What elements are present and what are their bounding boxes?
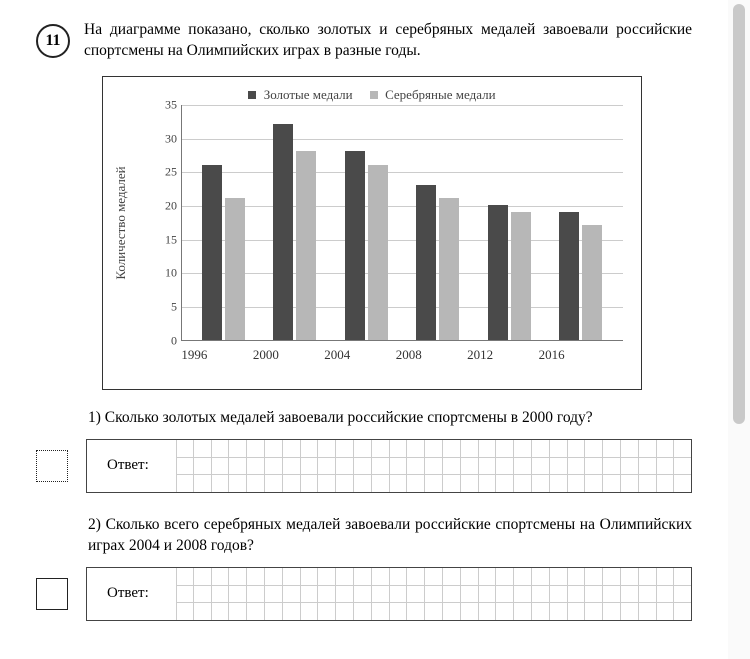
answer-row-1: Ответ:: [36, 439, 692, 493]
bar-group: [265, 124, 325, 340]
bar-gold: [416, 185, 436, 340]
question-2: 2) Сколько всего серебряных медалей заво…: [88, 515, 692, 557]
ytick-label: 10: [153, 266, 177, 281]
bar-silver: [582, 225, 602, 340]
legend-swatch-gold: [248, 91, 256, 99]
question-1: 1) Сколько золотых медалей завоевали рос…: [88, 408, 692, 429]
bar-silver: [225, 198, 245, 340]
task-prompt: На диаграмме показано, сколько золотых и…: [84, 20, 692, 62]
legend-swatch-silver: [370, 91, 378, 99]
xtick-label: 1996: [164, 347, 224, 363]
viewport: 11 На диаграмме показано, сколько золоты…: [0, 0, 750, 659]
chart-ylabel: Количество медалей: [113, 166, 129, 279]
score-box-1[interactable]: [36, 450, 68, 482]
bar-group: [408, 185, 468, 340]
task-header: 11 На диаграмме показано, сколько золоты…: [36, 20, 692, 62]
bar-group: [336, 151, 396, 340]
ytick-label: 35: [153, 97, 177, 112]
ytick-label: 15: [153, 232, 177, 247]
chart-legend: Золотые медали Серебряные медали: [115, 87, 629, 103]
answer-label-1: Ответ:: [87, 440, 177, 492]
answer-row-2: Ответ:: [36, 567, 692, 621]
xtick-label: 2000: [236, 347, 296, 363]
bar-gold: [202, 165, 222, 340]
scrollbar-thumb[interactable]: [733, 4, 745, 424]
bar-group: [479, 205, 539, 340]
answer-grid-cells-2: [87, 568, 691, 620]
score-box-2[interactable]: [36, 578, 68, 610]
bar-silver: [368, 165, 388, 340]
bar-silver: [296, 151, 316, 340]
xtick-label: 2008: [379, 347, 439, 363]
legend-label-gold: Золотые медали: [264, 87, 353, 102]
ytick-label: 20: [153, 198, 177, 213]
answer-grid-1[interactable]: Ответ:: [86, 439, 692, 493]
bar-gold: [559, 212, 579, 340]
chart-plot-area: [181, 105, 623, 341]
answer-label-2: Ответ:: [87, 568, 177, 620]
medal-chart: Золотые медали Серебряные медали Количес…: [102, 76, 642, 390]
page: 11 На диаграмме показано, сколько золоты…: [0, 0, 728, 659]
scrollbar[interactable]: [728, 0, 750, 659]
ytick-label: 30: [153, 131, 177, 146]
chart-body: Количество медалей 05101520253035: [143, 105, 629, 341]
bar-silver: [439, 198, 459, 340]
task-number-badge: 11: [36, 24, 70, 58]
bar-silver: [511, 212, 531, 340]
chart-xlabels: 1996 2000 2004 2008 2012 2016: [153, 341, 629, 367]
bar-gold: [345, 151, 365, 340]
ytick-label: 5: [153, 300, 177, 315]
bar-gold: [273, 124, 293, 340]
xtick-label: 2016: [522, 347, 582, 363]
bar-group: [551, 212, 611, 340]
answer-grid-cells-1: [87, 440, 691, 492]
bar-group: [193, 165, 253, 340]
ytick-label: 25: [153, 165, 177, 180]
xtick-label: 2012: [450, 347, 510, 363]
legend-label-silver: Серебряные медали: [385, 87, 495, 102]
xtick-label: 2004: [307, 347, 367, 363]
answer-grid-2[interactable]: Ответ:: [86, 567, 692, 621]
bar-gold: [488, 205, 508, 340]
